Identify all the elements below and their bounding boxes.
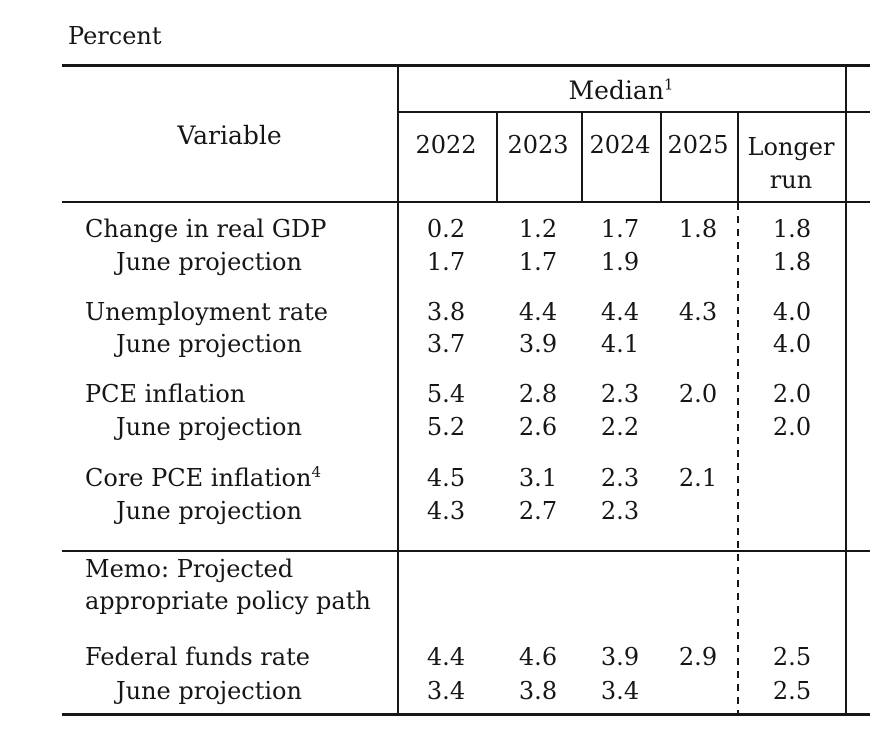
cell-2022: 5.2: [426, 413, 466, 441]
cell-2022: 4.4: [426, 643, 466, 671]
cell-2023: 2.7: [518, 497, 558, 525]
cell-2023: 3.1: [518, 464, 558, 492]
longer-run-dashed-divider: [737, 203, 739, 713]
cell-2023: 3.9: [518, 330, 558, 358]
row-label: June projection: [116, 497, 302, 525]
cell-longer-run: 2.5: [772, 677, 812, 705]
row-label: Federal funds rate: [85, 643, 310, 671]
column-header-2025: 2025: [667, 131, 729, 159]
cell-2025: 2.9: [678, 643, 718, 671]
footnote-marker: 4: [311, 463, 321, 481]
cell-2022: 3.8: [426, 298, 466, 326]
row-label: June projection: [116, 248, 302, 276]
cell-2025: 4.3: [678, 298, 718, 326]
year-divider-2022-2023: [496, 112, 498, 202]
cell-2025: 2.1: [678, 464, 718, 492]
longer-run-line2: run: [769, 166, 813, 194]
variable-column-header: Variable: [177, 121, 282, 150]
cell-2023: 4.6: [518, 643, 558, 671]
row-label: June projection: [116, 413, 302, 441]
unit-label: Percent: [68, 22, 162, 50]
cell-2022: 4.5: [426, 464, 466, 492]
cell-2025: 2.0: [678, 380, 718, 408]
year-divider-2025-longer: [737, 112, 739, 202]
cell-2024: 2.3: [600, 464, 640, 492]
cell-2024: 2.3: [600, 497, 640, 525]
cell-2022: 5.4: [426, 380, 466, 408]
year-divider-2024-2025: [660, 112, 662, 202]
cell-longer-run: 2.0: [772, 413, 812, 441]
cell-2024: 4.1: [600, 330, 640, 358]
row-label: Unemployment rate: [85, 298, 329, 326]
row-label: PCE inflation: [85, 380, 246, 408]
variable-column-divider: [397, 64, 399, 716]
right-block-divider: [845, 64, 847, 716]
cell-2024: 4.4: [600, 298, 640, 326]
cell-2023: 1.2: [518, 215, 558, 243]
cell-2024: 3.4: [600, 677, 640, 705]
cell-2022: 4.3: [426, 497, 466, 525]
row-label: Core PCE inflation4: [85, 463, 321, 492]
cell-longer-run: 2.0: [772, 380, 812, 408]
cell-2022: 1.7: [426, 248, 466, 276]
cell-2024: 2.3: [600, 380, 640, 408]
cell-2023: 3.8: [518, 677, 558, 705]
cell-2024: 2.2: [600, 413, 640, 441]
column-header-longer-run: Longer run: [748, 131, 835, 197]
row-label: June projection: [116, 330, 302, 358]
column-header-2022: 2022: [415, 131, 477, 159]
median-group-header: Median1: [397, 76, 845, 105]
row-label: Memo: Projected appropriate policy path: [85, 555, 371, 615]
year-divider-2023-2024: [581, 112, 583, 202]
table-bottom-rule: [62, 713, 870, 716]
longer-run-line1: Longer: [747, 133, 835, 161]
cell-longer-run: 1.8: [772, 248, 812, 276]
cell-longer-run: 2.5: [772, 643, 812, 671]
row-label: Change in real GDP: [85, 215, 327, 243]
median-footnote-marker: 1: [663, 75, 674, 94]
table-top-rule: [62, 64, 870, 67]
cell-longer-run: 4.0: [772, 330, 812, 358]
memo-section-rule: [62, 550, 870, 552]
column-header-2024: 2024: [589, 131, 651, 159]
column-header-2023: 2023: [507, 131, 569, 159]
row-label: June projection: [116, 677, 302, 705]
cell-2023: 2.6: [518, 413, 558, 441]
cell-2022: 3.7: [426, 330, 466, 358]
cell-2025: 1.8: [678, 215, 718, 243]
cell-longer-run: 4.0: [772, 298, 812, 326]
median-group-label: Median: [568, 76, 664, 105]
cell-longer-run: 1.8: [772, 215, 812, 243]
cell-2023: 1.7: [518, 248, 558, 276]
cell-2024: 1.7: [600, 215, 640, 243]
cell-2024: 3.9: [600, 643, 640, 671]
cell-2022: 3.4: [426, 677, 466, 705]
median-underline: [397, 111, 870, 113]
cell-2023: 2.8: [518, 380, 558, 408]
cell-2022: 0.2: [426, 215, 466, 243]
cell-2024: 1.9: [600, 248, 640, 276]
cell-2023: 4.4: [518, 298, 558, 326]
header-bottom-rule: [62, 201, 870, 203]
